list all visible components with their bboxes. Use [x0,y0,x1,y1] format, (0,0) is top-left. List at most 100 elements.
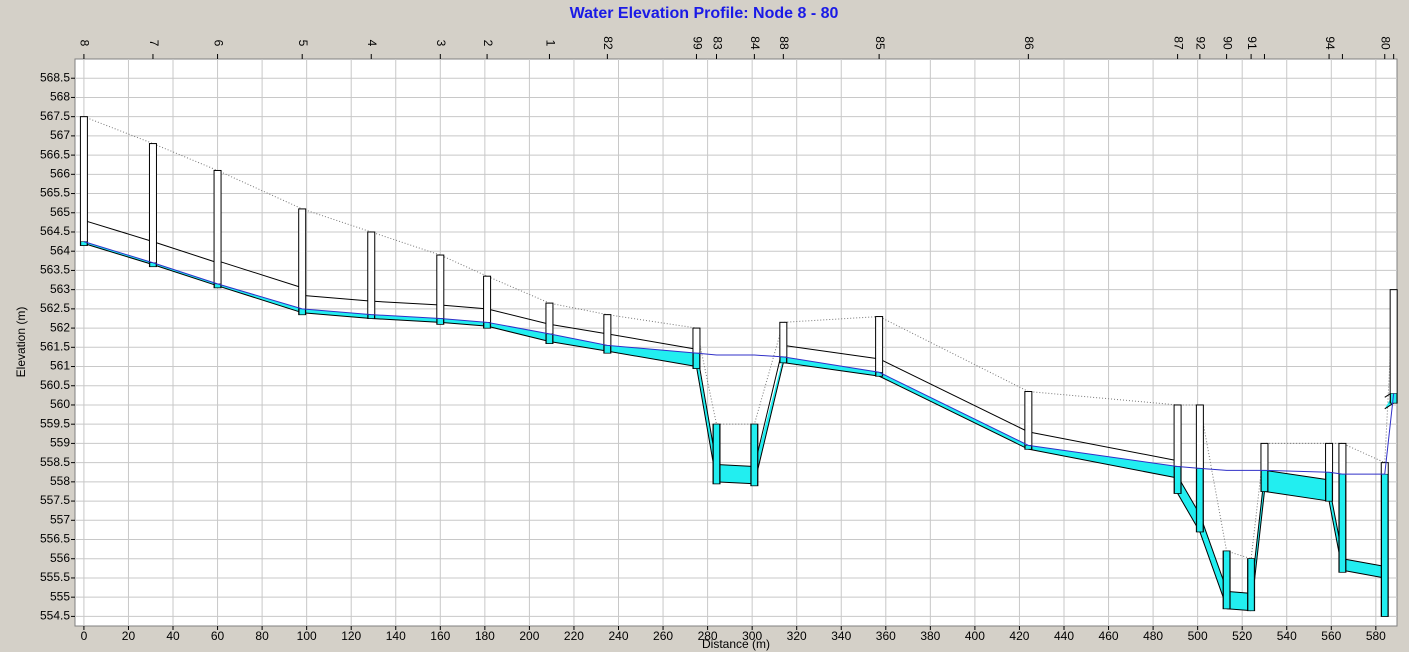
link-water [1028,445,1178,479]
link-crown [83,219,154,243]
node-label: 92 [1194,36,1208,50]
y-tick-label: 566.5 [40,147,70,161]
node-water [604,345,611,354]
node-box [1024,391,1033,450]
node-box [298,208,307,316]
node-water [713,423,720,485]
node-water [1223,550,1230,609]
node-label: 83 [710,36,724,50]
link-water [549,333,608,352]
node-label: 2 [481,40,495,47]
x-tick-label: 340 [831,629,851,643]
node-box [148,143,157,268]
y-tick-label: 555 [50,589,70,603]
link-crown [1226,590,1252,594]
link-water [371,314,441,323]
link-crown [783,344,880,360]
link-invert [1028,448,1178,479]
node-water [1247,558,1255,611]
y-tick-label: 562.5 [40,301,70,315]
ground-line [83,116,1395,560]
node-water [751,423,758,486]
link-invert [440,321,488,327]
link-invert [1226,608,1252,612]
link-water [487,322,550,342]
y-tick-label: 567 [50,128,70,142]
x-tick-label: 120 [341,629,361,643]
node-box [367,231,376,319]
y-tick-label: 554.5 [40,609,70,623]
link-invert [371,317,441,323]
node-water [546,333,553,344]
node-box [875,316,884,377]
node-label: 1 [543,40,557,47]
node-label: 7 [147,40,161,47]
node-label: 85 [873,36,887,50]
node-label: 88 [777,36,791,50]
node-water [298,308,306,315]
x-tick-label: 380 [920,629,940,643]
x-tick-label: 360 [876,629,896,643]
y-tick-label: 562 [50,320,70,334]
link-water [696,353,717,482]
link-crown [486,308,550,325]
x-tick-label: 480 [1143,629,1163,643]
link-crown [440,304,488,310]
link-water [1199,514,1227,607]
x-tick-label: 300 [742,629,762,643]
link-crown [549,323,608,335]
y-tick-label: 563.5 [40,263,70,277]
node-box [79,116,88,246]
x-tick-label: 560 [1321,629,1341,643]
link-invert [486,325,550,343]
y-tick-label: 561 [50,359,70,373]
x-tick-label: 220 [564,629,584,643]
y-tick-label: 557.5 [40,493,70,507]
x-tick-label: 520 [1232,629,1252,643]
node-water [1381,473,1388,617]
y-tick-label: 556 [50,551,70,565]
link-water [607,345,697,367]
y-tick-label: 568 [50,90,70,104]
x-tick-label: 460 [1099,629,1119,643]
node-label: 91 [1245,36,1259,50]
x-tick-label: 60 [211,629,225,643]
y-tick-label: 564.5 [40,224,70,238]
node-label: 86 [1022,36,1036,50]
x-tick-label: 100 [297,629,317,643]
link-crown [217,260,303,289]
node-water [437,318,444,325]
link-water [440,318,488,327]
plot-area [74,58,1398,627]
x-tick-label: 280 [698,629,718,643]
node-label: 82 [601,36,615,50]
x-tick-label: 140 [386,629,406,643]
link-water [1342,558,1385,578]
node-water [1174,466,1181,494]
y-tick-label: 558 [50,474,70,488]
x-tick-label: 260 [653,629,673,643]
x-tick-label: 580 [1366,629,1386,643]
x-tick-label: 80 [255,629,269,643]
node-box [1389,289,1398,404]
link-invert [783,362,880,377]
x-tick-label: 540 [1277,629,1297,643]
node-water [1339,473,1346,573]
link-water [302,308,372,319]
node-water [693,352,700,369]
link-invert [1342,569,1385,579]
link-invert [549,341,608,352]
link-water [716,464,755,484]
node-water [1196,468,1204,533]
link-water [1226,591,1252,611]
link-crown [753,345,784,467]
node-label: 4 [365,40,379,47]
y-tick-label: 563 [50,282,70,296]
link-water [1177,476,1200,532]
x-tick-label: 180 [475,629,495,643]
x-tick-label: 200 [519,629,539,643]
y-tick-label: 567.5 [40,109,70,123]
link-invert [1264,490,1330,502]
chart-title: Water Elevation Profile: Node 8 - 80 [570,5,839,22]
